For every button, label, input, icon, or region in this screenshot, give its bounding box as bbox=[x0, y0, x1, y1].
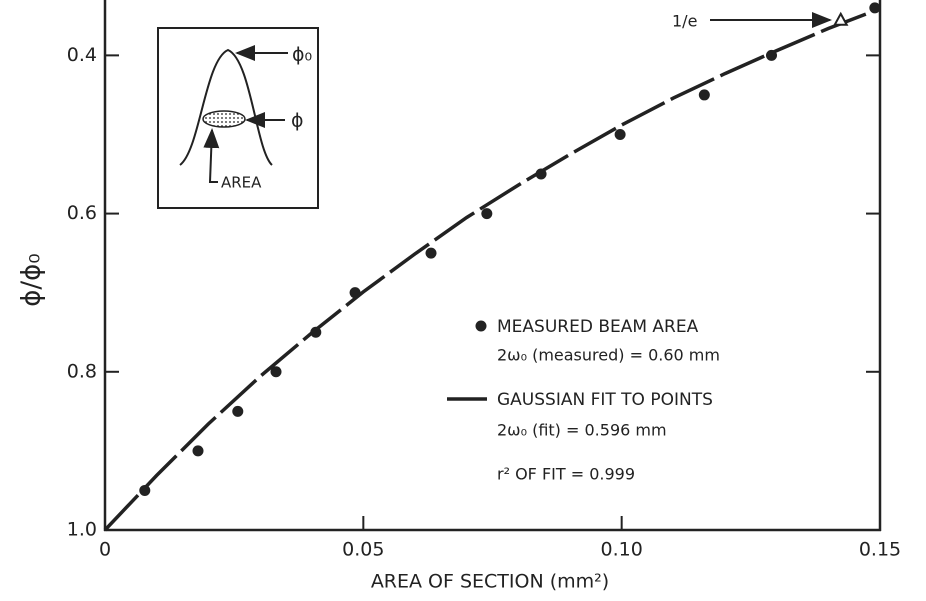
y-tick-label: 1.0 bbox=[67, 519, 97, 541]
inset-label: AREA bbox=[221, 174, 262, 192]
x-axis-label: AREA OF SECTION (mm²) bbox=[371, 571, 609, 593]
y-tick-label: 0.6 bbox=[67, 202, 97, 224]
x-tick-label: 0.10 bbox=[601, 539, 643, 561]
x-tick-label: 0 bbox=[99, 539, 111, 561]
axes-frame bbox=[103, 0, 882, 532]
data-point bbox=[614, 128, 626, 140]
inset-label: ϕ₀ bbox=[292, 44, 312, 66]
legend-label: MEASURED BEAM AREA bbox=[497, 317, 699, 337]
inset-diagram: ϕ₀ ϕ AREA bbox=[157, 27, 319, 209]
annotation: 2ω₀ (measured) = 0.60 mm bbox=[497, 346, 720, 365]
x-tick-label: 0.15 bbox=[859, 539, 901, 561]
legend-label: GAUSSIAN FIT TO POINTS bbox=[497, 390, 713, 410]
data-point bbox=[232, 405, 244, 417]
data-point bbox=[270, 366, 282, 378]
annotation: r² OF FIT = 0.999 bbox=[497, 465, 635, 484]
y-tick-label: 0.4 bbox=[67, 44, 97, 66]
data-point bbox=[425, 247, 437, 259]
data-point bbox=[481, 208, 493, 220]
x-tick-label: 0.05 bbox=[342, 539, 384, 561]
marker-label: 1/e bbox=[672, 12, 697, 31]
data-point bbox=[192, 445, 204, 457]
legend-marker bbox=[475, 320, 487, 332]
fit-line bbox=[103, 7, 881, 532]
data-point bbox=[698, 89, 710, 101]
y-tick-label: 0.8 bbox=[67, 360, 97, 382]
y-axis-label: ϕ/ϕ₀ bbox=[17, 253, 47, 307]
marker-triangle bbox=[833, 11, 849, 26]
inset-label: ϕ bbox=[291, 110, 304, 132]
annotation: 2ω₀ (fit) = 0.596 mm bbox=[497, 421, 667, 440]
legend: MEASURED BEAM AREA 2ω₀ (measured) = 0.60… bbox=[447, 317, 720, 484]
